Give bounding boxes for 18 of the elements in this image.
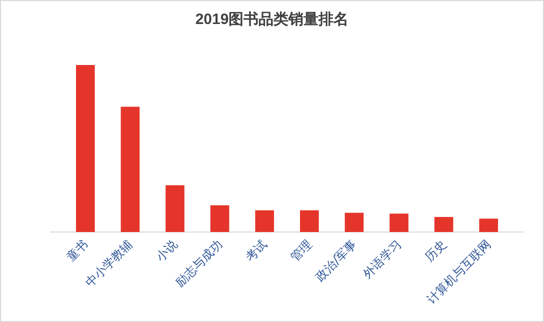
bar — [300, 210, 319, 232]
x-tick-label: 管理 — [288, 237, 314, 264]
bar — [479, 218, 498, 232]
bar — [76, 65, 95, 232]
chart-title: 2019图书品类销量排名 — [195, 11, 349, 28]
bar — [210, 205, 230, 232]
x-tick-label: 考试 — [242, 237, 270, 264]
bar — [390, 214, 408, 232]
bar — [434, 216, 454, 232]
x-tick-label: 历史 — [422, 237, 449, 264]
bar — [255, 210, 274, 232]
x-tick-label: 政治/军事 — [312, 237, 360, 284]
x-tick-label: 童书 — [64, 237, 90, 264]
x-tick-label: 小说 — [153, 237, 180, 264]
bar — [166, 185, 184, 232]
x-tick-label: 外语学习 — [360, 237, 404, 282]
bar — [344, 212, 364, 232]
bar — [120, 106, 140, 232]
